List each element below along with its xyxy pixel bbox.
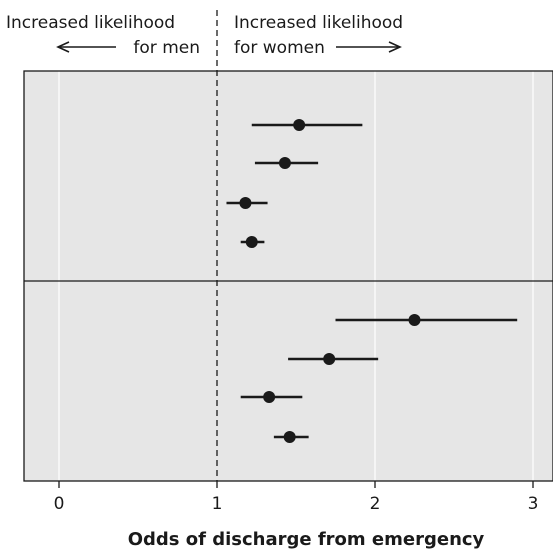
x-tick-label: 3: [528, 494, 539, 514]
point-estimate: [283, 431, 296, 443]
x-axis-ticks: 0 1 2 3: [54, 481, 539, 514]
header-women-line1: Increased likelihood: [234, 13, 403, 33]
point-estimate: [263, 391, 276, 403]
arrow-right-icon: [336, 41, 402, 53]
point-estimate: [278, 157, 291, 169]
gridlines: [58, 71, 534, 481]
point-estimate: [408, 314, 421, 326]
plot-panel: [24, 71, 553, 481]
point-estimate: [323, 353, 336, 365]
point-estimate: [239, 197, 252, 209]
x-tick-label: 2: [370, 494, 381, 514]
point-estimate: [245, 236, 258, 248]
x-tick-label: 1: [212, 494, 223, 514]
x-axis-label: Odds of discharge from emergency: [128, 529, 485, 549]
header-men-line2: for men: [133, 38, 200, 58]
plot-border: [23, 70, 553, 482]
header-men-line1: Increased likelihood: [6, 13, 175, 33]
point-estimates: [239, 119, 421, 443]
arrow-left-icon: [56, 41, 116, 53]
x-tick-label: 0: [54, 494, 65, 514]
point-estimate: [293, 119, 306, 131]
header-women-line2: for women: [234, 38, 325, 58]
